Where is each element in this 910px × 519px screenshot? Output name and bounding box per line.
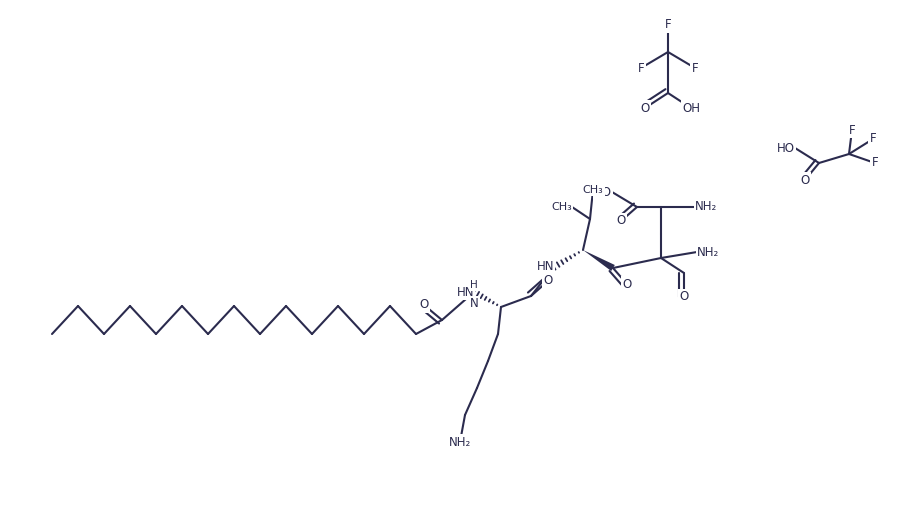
Text: O: O bbox=[622, 278, 632, 291]
Text: F: F bbox=[849, 124, 855, 136]
Polygon shape bbox=[583, 250, 615, 271]
Text: O: O bbox=[801, 173, 810, 186]
Text: NH₂: NH₂ bbox=[697, 245, 719, 258]
Text: HN: HN bbox=[537, 261, 554, 274]
Text: CH₃: CH₃ bbox=[582, 185, 603, 195]
Text: O: O bbox=[420, 298, 429, 311]
Text: NH₂: NH₂ bbox=[449, 435, 471, 448]
Text: H: H bbox=[470, 280, 478, 290]
Text: F: F bbox=[638, 61, 644, 75]
Text: F: F bbox=[692, 61, 698, 75]
Text: O: O bbox=[543, 275, 552, 288]
Text: O: O bbox=[641, 102, 650, 115]
Text: O: O bbox=[616, 214, 626, 227]
Text: OH: OH bbox=[682, 102, 700, 115]
Text: F: F bbox=[664, 19, 672, 32]
Text: HO: HO bbox=[777, 142, 795, 155]
Text: HO: HO bbox=[594, 185, 612, 198]
Text: O: O bbox=[680, 291, 689, 304]
Text: N: N bbox=[470, 297, 479, 310]
Text: HN: HN bbox=[457, 285, 474, 298]
Text: CH₃: CH₃ bbox=[551, 202, 572, 212]
Text: F: F bbox=[870, 132, 876, 145]
Text: NH₂: NH₂ bbox=[695, 200, 717, 213]
Text: F: F bbox=[872, 157, 878, 170]
